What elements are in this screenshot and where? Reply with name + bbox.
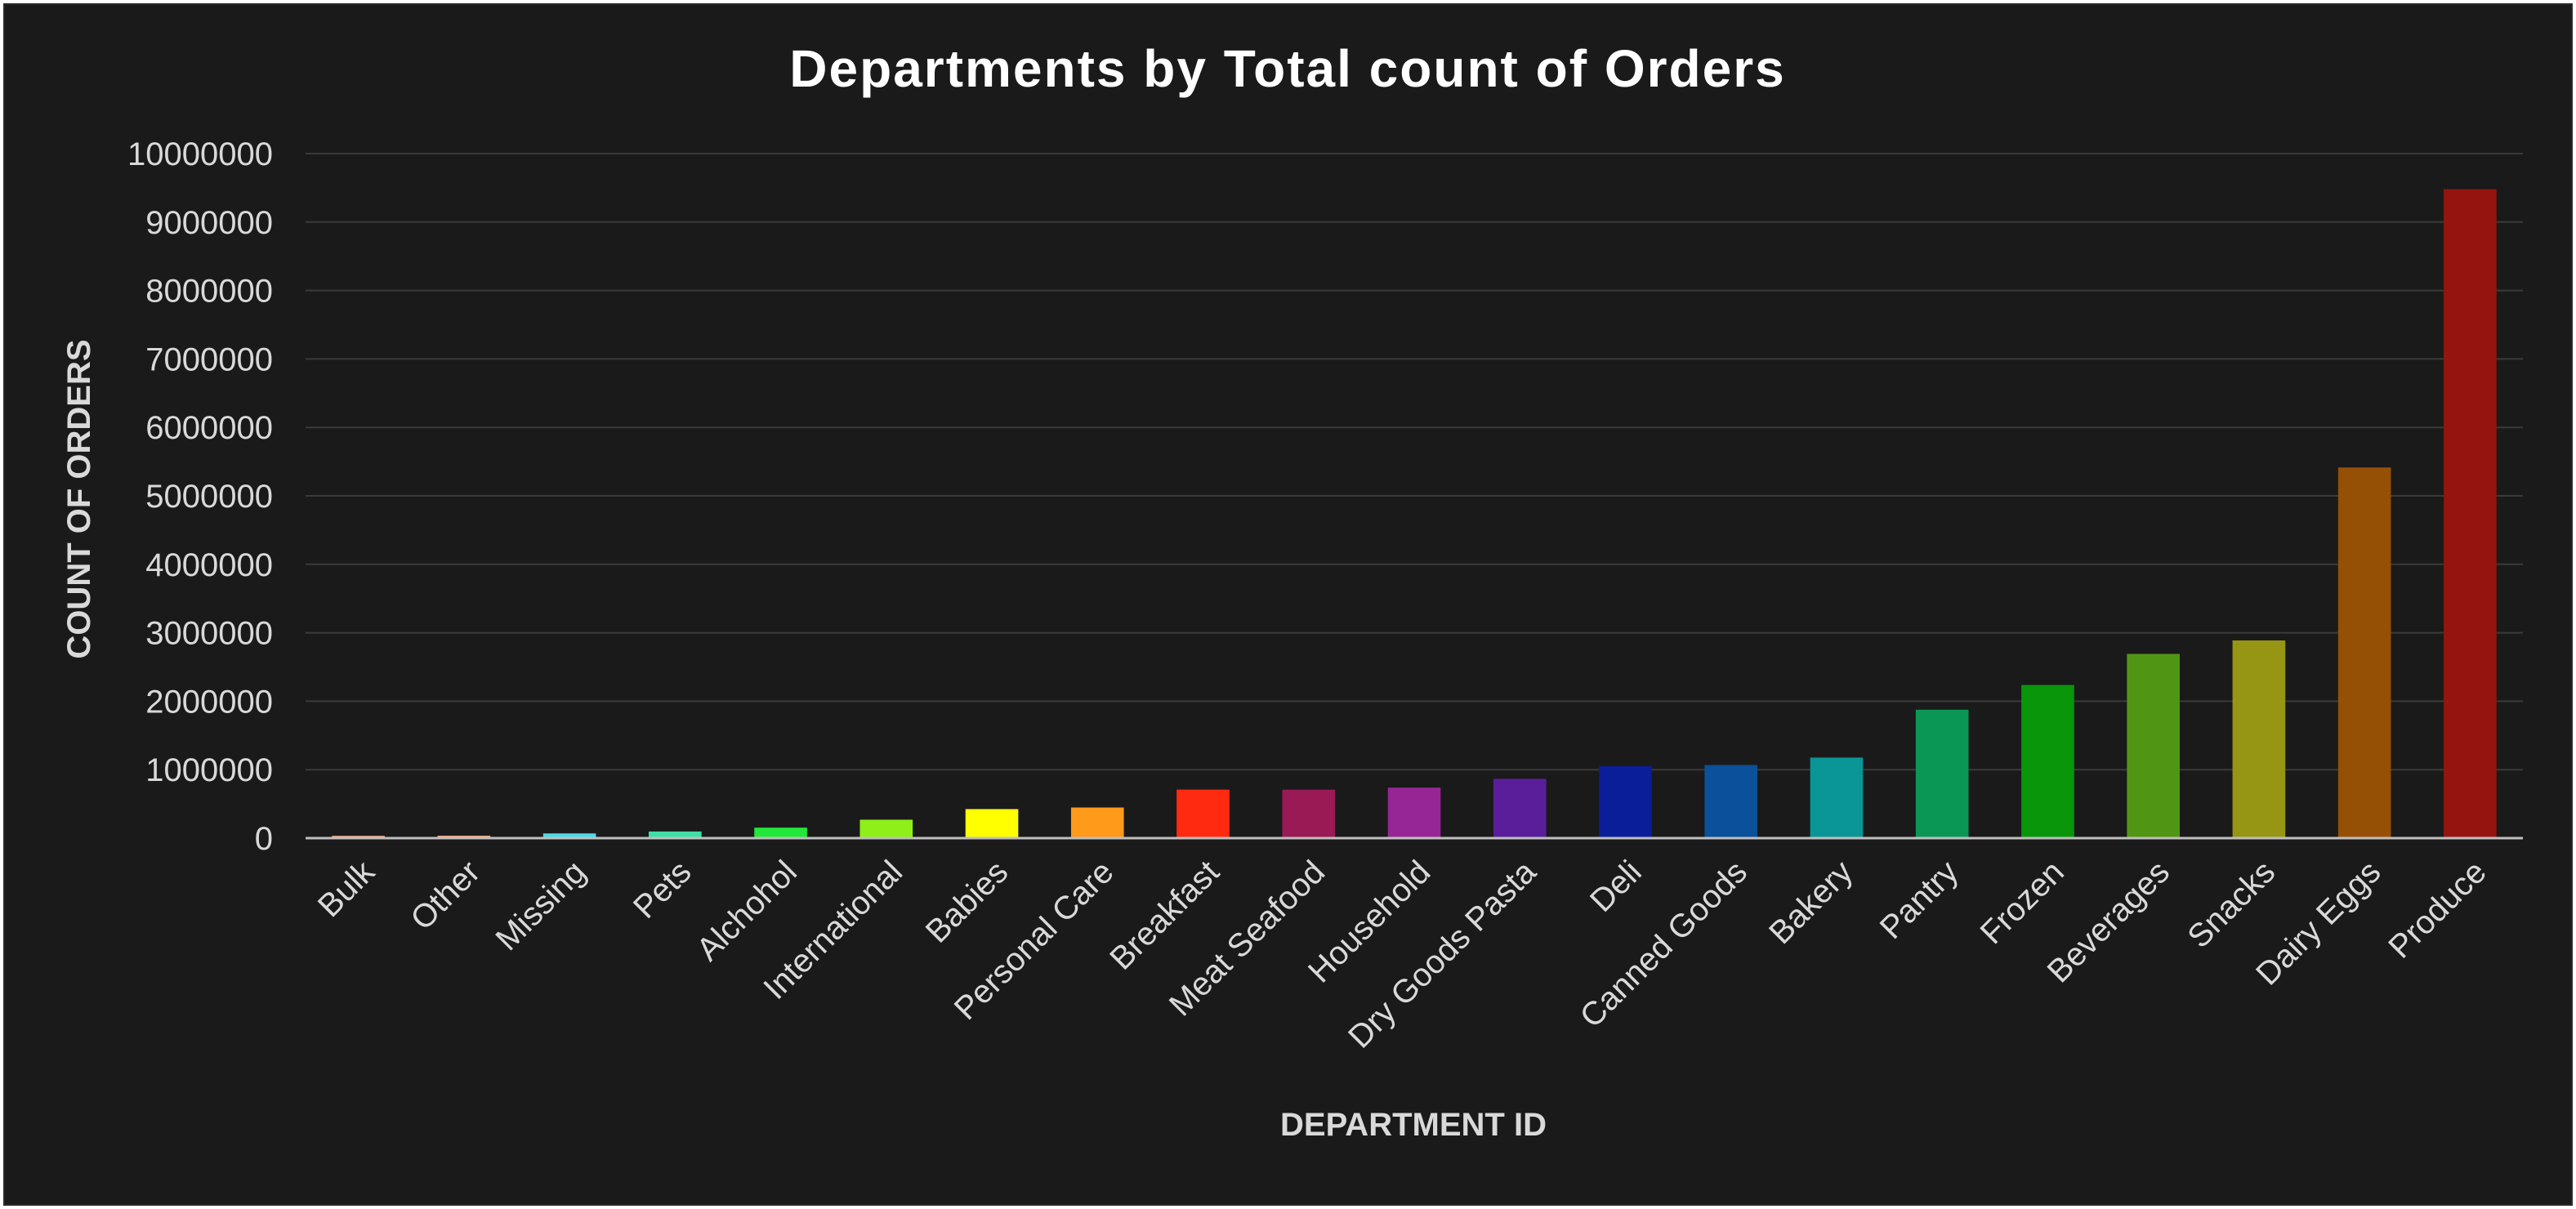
x-tick-label: Other [404, 854, 487, 937]
x-tick-label: Bakery [1762, 854, 1859, 951]
y-tick-label: 2000000 [145, 684, 273, 720]
x-tick-label: Snacks [2181, 854, 2282, 955]
y-tick-label: 3000000 [145, 616, 273, 652]
gridlines [306, 153, 2523, 771]
bar-breakfast [1176, 789, 1230, 838]
y-tick-label: 5000000 [145, 479, 273, 515]
bar-snacks [2232, 640, 2286, 838]
bar-chart: Departments by Total count of Orders 0 10… [61, 39, 2523, 1143]
x-tick-label: Deli [1583, 854, 1649, 919]
bar-babies [965, 809, 1019, 838]
bar-missing [542, 833, 596, 838]
x-tick-label: Pantry [1873, 854, 1966, 946]
y-tick-label: 1000000 [145, 752, 273, 788]
bar-household [1387, 787, 1441, 838]
y-tick-label: 6000000 [145, 410, 273, 446]
y-tick-label: 7000000 [145, 341, 273, 377]
bar-pets [649, 831, 702, 838]
bar-dry-goods-pasta [1493, 778, 1547, 838]
y-tick-label: 0 [255, 821, 273, 857]
y-tick-label: 10000000 [127, 136, 273, 172]
x-tick-label: Frozen [1974, 854, 2071, 951]
bar-international [859, 819, 913, 838]
x-tick-label: Missing [489, 854, 592, 957]
y-tick-label: 8000000 [145, 274, 273, 310]
x-axis-title: DEPARTMENT ID [1280, 1107, 1547, 1143]
x-tick-label: Dry Goods Pasta [1342, 854, 1543, 1055]
bar-alchohol [754, 828, 807, 838]
bar-frozen [2021, 685, 2074, 838]
bar-meat-seafood [1282, 789, 1336, 838]
x-tick-label: Bulk [311, 854, 382, 925]
bar-personal-care [1070, 807, 1124, 838]
y-tick-label: 4000000 [145, 547, 273, 583]
bar-beverages [2127, 654, 2180, 838]
x-axis-ticks: Bulk Other Missing PetsAlchoholInternationa… [311, 854, 2493, 1055]
bar-canned-goods [1704, 765, 1758, 838]
bar-pantry [1915, 709, 1969, 838]
bar-other [437, 835, 491, 838]
bars [332, 189, 2497, 839]
y-tick-label: 9000000 [145, 205, 273, 241]
bar-produce [2444, 189, 2497, 839]
y-axis-ticks: 0 1000000 2000000 3000000 4000000 5000000 6000… [127, 136, 273, 857]
bar-dairy-eggs [2337, 467, 2391, 838]
x-tick-label: Babies [919, 854, 1016, 950]
x-tick-label: Produce [2382, 854, 2493, 965]
chart-container: Departments by Total count of Orders 0 10… [3, 3, 2573, 1206]
y-axis-title: COUNT OF ORDERS [61, 339, 97, 658]
chart-title: Departments by Total count of Orders [789, 39, 1785, 98]
x-tick-label: Pets [627, 854, 699, 926]
bar-bakery [1810, 757, 1864, 838]
bar-deli [1599, 765, 1652, 838]
